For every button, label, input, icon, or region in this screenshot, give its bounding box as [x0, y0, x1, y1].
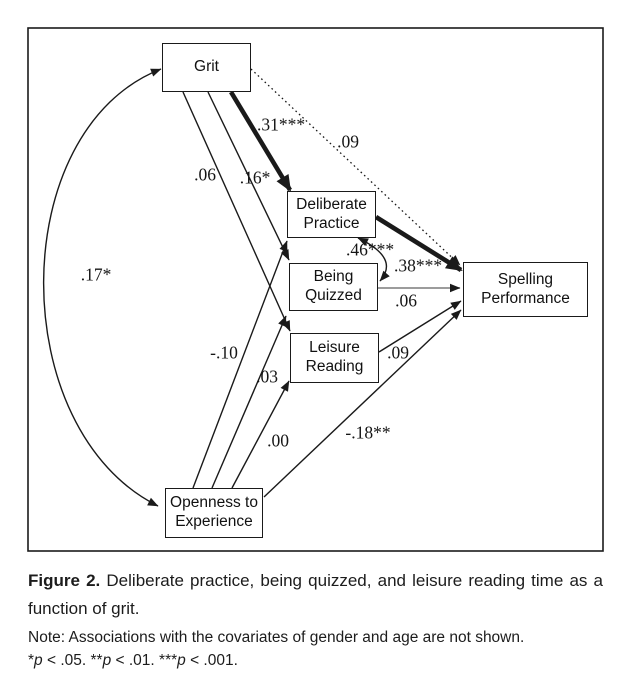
arrow-openness-to-spelling-performance — [263, 309, 462, 498]
node-openness-to-experience-label: Openness to Experience — [170, 494, 258, 530]
coef-deliberate-practice-being-quizzed-covariance: .46*** — [345, 239, 395, 260]
coef-leisure-reading-spelling-performance: .09 — [387, 342, 409, 363]
covariance-deliberate-practice-being-quizzed-curve — [357, 237, 390, 282]
node-grit-label: Grit — [194, 58, 219, 76]
coef-openness-being-quizzed: .03 — [256, 366, 278, 387]
caption-title: Figure 2. Deliberate practice, being qui… — [28, 567, 603, 623]
sig-2-p: p — [102, 652, 112, 669]
arrow-grit-to-spelling-performance-dotted — [250, 68, 461, 266]
node-grit: Grit — [162, 43, 251, 92]
node-spelling-performance: Spelling Performance — [463, 262, 588, 317]
node-leisure-reading-label: Leisure Reading — [305, 339, 364, 375]
node-deliberate-practice: Deliberate Practice — [287, 191, 376, 238]
sig-2-rest: < .01. — [111, 652, 160, 669]
covariance-grit-openness-curve — [42, 68, 162, 507]
caption-significance: *p < .05. **p < .01. ***p < .001. — [28, 649, 603, 672]
arrow-deliberate-practice-to-spelling-performance — [374, 215, 463, 272]
sig-1-p: p — [34, 652, 43, 669]
caption-figure-number: Figure 2. — [28, 571, 101, 590]
coef-openness-leisure-reading: .00 — [267, 430, 289, 451]
node-spelling-performance-label: Spelling Performance — [481, 270, 570, 307]
sig-3-rest: < .001. — [185, 652, 238, 669]
figure-caption: Figure 2. Deliberate practice, being qui… — [28, 567, 603, 672]
node-being-quizzed: Being Quizzed — [289, 263, 378, 311]
caption-title-text: Deliberate practice, being quizzed, and … — [28, 571, 603, 618]
arrow-openness-to-deliberate-practice — [192, 240, 288, 489]
path-diagram-canvas — [27, 27, 604, 552]
sig-1-rest: < .05. — [42, 652, 91, 669]
coef-being-quizzed-spelling-performance: .06 — [395, 290, 417, 311]
arrow-grit-to-deliberate-practice — [229, 90, 292, 192]
coef-openness-deliberate-practice: -.10 — [210, 342, 238, 363]
coef-grit-openness-covariance: .17* — [80, 264, 112, 285]
coef-deliberate-practice-spelling-performance: .38*** — [393, 255, 443, 276]
arrow-openness-to-leisure-reading — [231, 380, 290, 489]
node-leisure-reading: Leisure Reading — [290, 333, 379, 383]
coef-grit-leisure-reading: .06 — [194, 164, 216, 185]
arrow-grit-to-leisure-reading — [182, 91, 291, 332]
node-deliberate-practice-label: Deliberate Practice — [296, 195, 367, 232]
arrow-openness-to-being-quizzed — [211, 315, 287, 489]
diagram-frame — [27, 27, 604, 552]
coef-grit-spelling-performance: .09 — [337, 131, 359, 152]
arrow-grit-to-being-quizzed — [207, 91, 290, 261]
coef-grit-deliberate-practice: .31*** — [256, 114, 306, 135]
coef-openness-spelling-performance: -.18** — [345, 422, 391, 443]
arrow-leisure-reading-to-spelling-performance — [378, 300, 462, 353]
caption-note: Note: Associations with the covariates o… — [28, 629, 525, 646]
sig-3-p: p — [177, 652, 186, 669]
sig-3-star: *** — [159, 652, 178, 669]
node-openness-to-experience: Openness to Experience — [165, 488, 263, 538]
sig-1-star: * — [28, 652, 35, 669]
node-being-quizzed-label: Being Quizzed — [305, 268, 362, 304]
coef-grit-being-quizzed: .16* — [239, 167, 271, 188]
sig-2-star: ** — [90, 652, 103, 669]
